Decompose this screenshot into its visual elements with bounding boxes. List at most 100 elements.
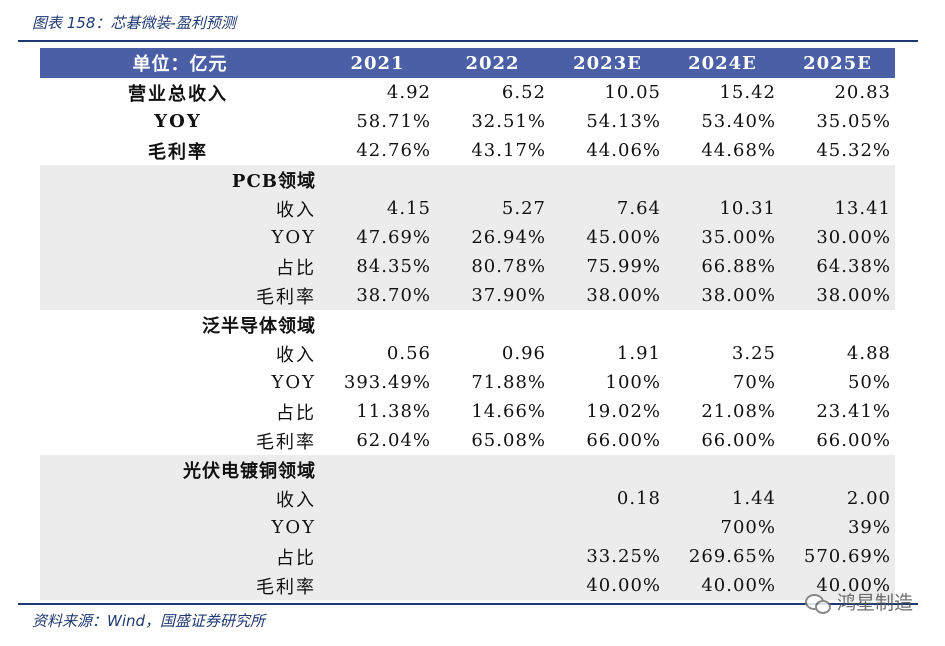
top-rule [18,40,918,42]
table-row: 占比 33.25% 269.65% 570.69% [40,542,895,571]
watermark-text: 鸿星制造 [836,592,913,614]
cell-value: 11.38% [356,401,431,422]
row-label: 收入 [276,344,316,366]
cell-value: 66.00% [701,430,776,451]
cell-value: 47.69% [320,223,435,252]
table-row: 占比 84.35% 80.78% 75.99% 66.88% 64.38% [40,252,895,281]
table-row: 毛利率 62.04% 65.08% 66.00% 66.00% 66.00% [40,426,895,455]
cell-value [320,165,435,194]
cell-value: 4.92 [386,82,431,103]
cell-value: 40.00% [780,571,895,600]
row-label: YOY [40,223,320,252]
cell-value: 38.00% [550,281,665,310]
row-label: 占比 [40,252,320,281]
cell-value: 64.38% [780,252,895,281]
cell-value [435,165,550,194]
header-unit: 单位：亿元 [40,48,320,78]
cell-value: 19.02% [586,401,661,422]
header-year: 2024E [665,48,780,78]
cell-value [435,571,550,600]
cell-value: 20.83 [834,82,891,103]
cell-value: 10.31 [665,194,780,223]
cell-value: 700% [665,513,780,542]
cell-value: 10.05 [604,82,661,103]
row-label: 毛利率 [40,571,320,600]
row-label: 光伏电镀铜领域 [40,455,320,484]
cell-value: 1.91 [616,343,661,364]
cell-value [320,571,435,600]
cell-value: 4.88 [846,343,891,364]
cell-value: 70% [732,372,776,393]
cell-value: 66.88% [665,252,780,281]
table-row: 收入 4.15 5.27 7.64 10.31 13.41 [40,194,895,223]
cell-value: 4.15 [320,194,435,223]
cell-value [550,455,665,484]
cell-value: 44.06% [586,140,661,161]
cell-value: 66.00% [816,430,891,451]
row-label: YOY [40,513,320,542]
cell-value [665,455,780,484]
header-year: 2025E [780,48,895,78]
cell-value [320,513,435,542]
cell-value [665,165,780,194]
forecast-table: 单位：亿元 2021 2022 2023E 2024E 2025E 营业总收入 4.92 6.… [40,48,895,600]
cell-value [550,310,665,339]
cell-value: 33.25% [550,542,665,571]
cell-value [780,165,895,194]
cell-value [320,542,435,571]
cell-value: 54.13% [586,111,661,132]
cell-value: 0.96 [501,343,546,364]
cell-value [780,455,895,484]
table-row: YOY 47.69% 26.94% 45.00% 35.00% 30.00% [40,223,895,252]
cell-value: 26.94% [435,223,550,252]
source-note: 资料来源：Wind，国盛证券研究所 [32,612,266,630]
table-row: 毛利率 42.76% 43.17% 44.06% 44.68% 45.32% [40,136,895,165]
row-label: YOY [154,111,202,132]
row-label: 占比 [276,402,316,424]
cell-value: 35.05% [816,111,891,132]
wechat-icon [804,592,831,614]
cell-value [665,310,780,339]
cell-value [435,484,550,513]
cell-value: 84.35% [320,252,435,281]
cell-value: 37.90% [435,281,550,310]
table-row: 营业总收入 4.92 6.52 10.05 15.42 20.83 [40,78,895,107]
cell-value: 100% [605,372,661,393]
row-label: 毛利率 [148,141,208,163]
cell-value: 38.00% [780,281,895,310]
row-label: PCB领域 [40,165,320,194]
cell-value [320,484,435,513]
table-row: 泛半导体领域 [40,310,895,339]
bottom-rule [18,603,918,605]
cell-value: 71.88% [471,372,546,393]
table-row: 收入 0.18 1.44 2.00 [40,484,895,513]
row-label: 收入 [40,194,320,223]
cell-value: 13.41 [780,194,895,223]
cell-value [320,455,435,484]
cell-value [780,310,895,339]
cell-value: 38.70% [320,281,435,310]
cell-value [435,310,550,339]
table-row: YOY 393.49% 71.88% 100% 70% 50% [40,368,895,397]
cell-value [550,513,665,542]
cell-value: 42.76% [356,140,431,161]
cell-value: 393.49% [343,372,431,393]
cell-value: 269.65% [665,542,780,571]
cell-value: 58.71% [356,111,431,132]
header-year: 2023E [550,48,665,78]
cell-value: 62.04% [356,430,431,451]
table-row: PCB领域 [40,165,895,194]
cell-value: 30.00% [780,223,895,252]
cell-value: 6.52 [501,82,546,103]
cell-value: 3.25 [731,343,776,364]
watermark: 鸿星制造 [804,588,913,615]
cell-value: 65.08% [471,430,546,451]
row-label: 占比 [40,542,320,571]
cell-value: 1.44 [665,484,780,513]
cell-value: 50% [847,372,891,393]
header-year: 2021 [320,48,435,78]
cell-value [435,455,550,484]
header-row: 单位：亿元 2021 2022 2023E 2024E 2025E [40,48,895,78]
cell-value: 43.17% [471,140,546,161]
cell-value: 23.41% [816,401,891,422]
